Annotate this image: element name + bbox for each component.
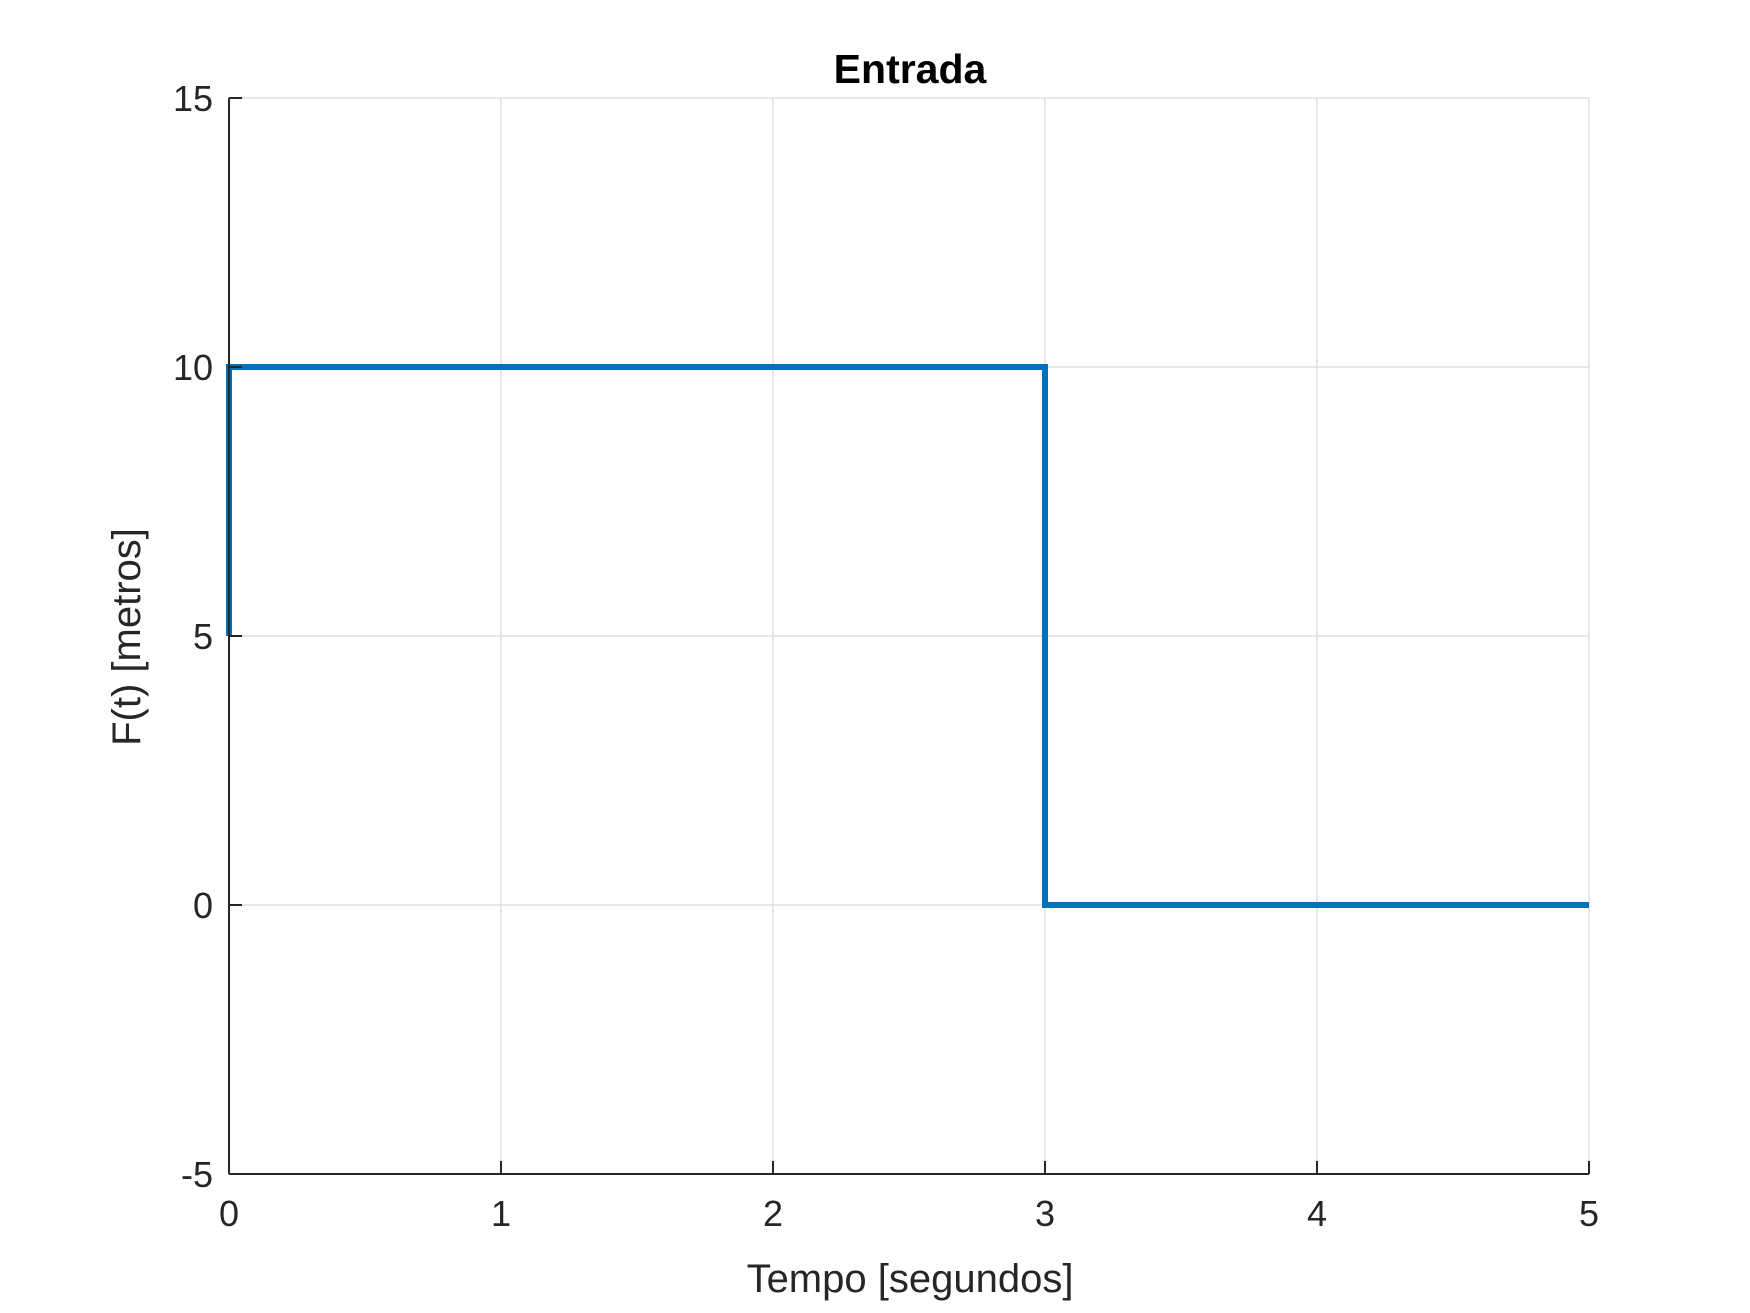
x-tick-label-2: 2 [763,1193,783,1234]
x-tick-label-1: 1 [491,1193,511,1234]
x-tick-label-5: 5 [1579,1193,1599,1234]
y-tick-label-5: 5 [193,616,213,657]
y-tick-label-0: 0 [193,885,213,926]
x-axis-label: Tempo [segundos] [747,1257,1074,1301]
x-tick-label-3: 3 [1035,1193,1055,1234]
x-tick-label-0: 0 [219,1193,239,1234]
y-tick-label-10: 10 [173,347,213,388]
chart-title: Entrada [834,46,988,92]
x-tick-labels: 0 1 2 3 4 5 [219,1193,1599,1234]
x-tick-label-4: 4 [1307,1193,1327,1234]
y-tick-label--5: -5 [181,1154,213,1195]
axes [228,97,1590,1175]
y-tick-label-15: 15 [173,78,213,119]
y-tick-labels: -5 0 5 10 15 [173,78,213,1195]
y-axis-label: F(t) [metros] [105,528,149,746]
